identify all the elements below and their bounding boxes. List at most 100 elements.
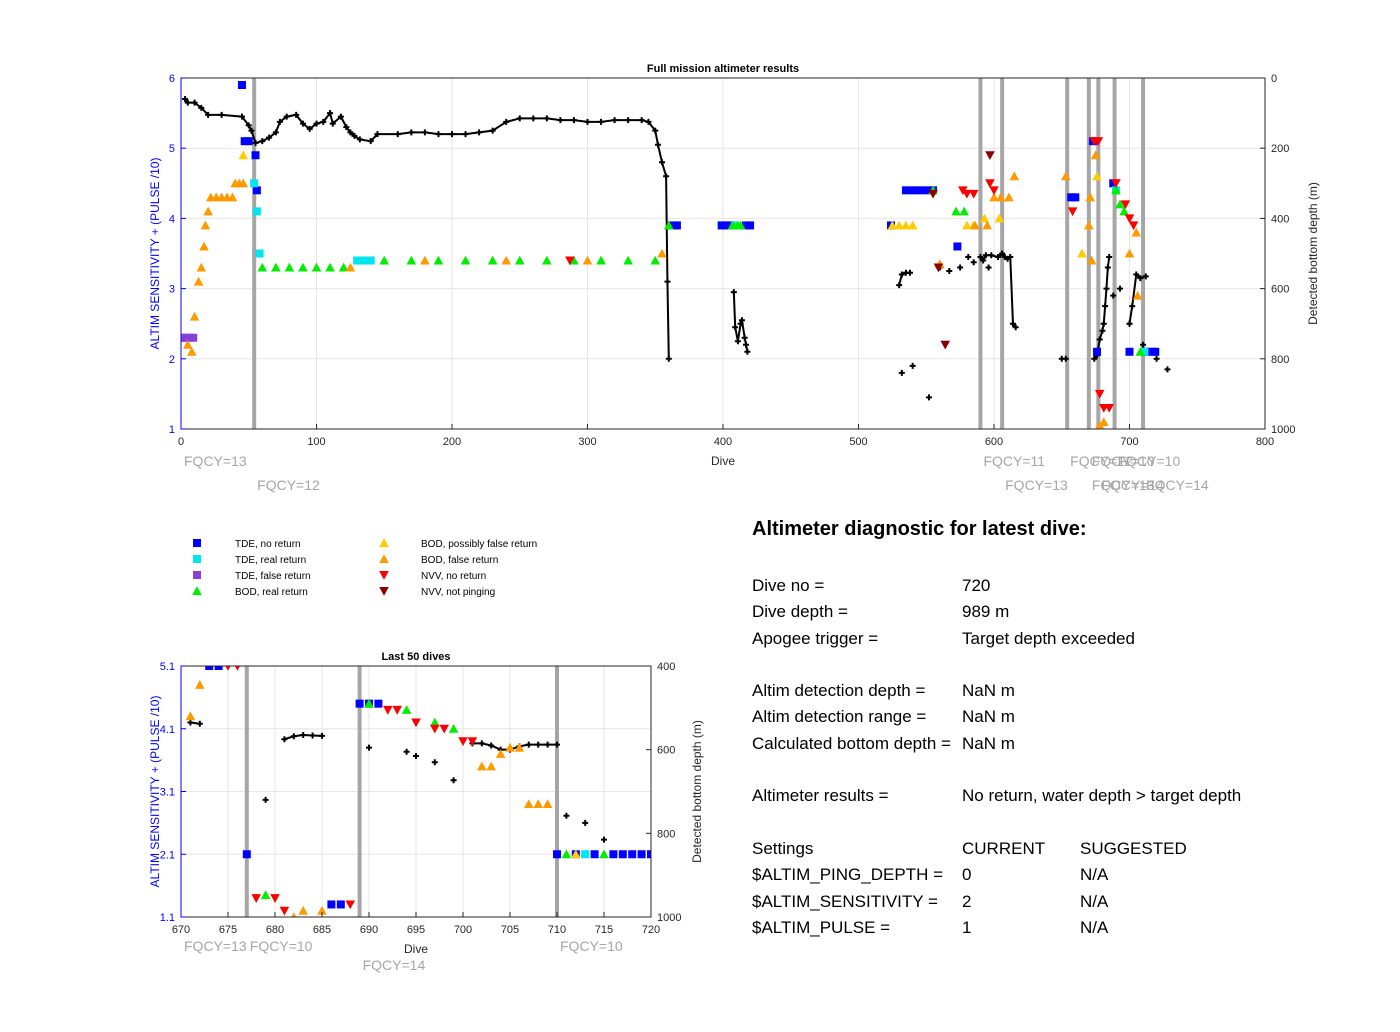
legend-item: NVV, no return [379, 571, 486, 582]
bottom-depth-point [394, 131, 401, 138]
x-tick-label: 715 [595, 924, 613, 936]
data-point [1090, 150, 1101, 160]
bottom-depth-point [503, 118, 510, 125]
legend-item: TDE, real return [193, 555, 306, 566]
bottom-depth-point [366, 744, 372, 751]
x-tick-label: 675 [219, 924, 237, 936]
data-point [1092, 171, 1102, 181]
bottom-depth-point [252, 139, 259, 146]
bottom-depth-point [664, 278, 671, 285]
data-point [915, 186, 924, 195]
data-point [193, 276, 204, 286]
data-point [234, 666, 241, 671]
series-bod-false-return [182, 150, 1143, 429]
bottom-depth-point [450, 777, 457, 784]
apogee-trigger-value: Target depth exceeded [962, 628, 1135, 648]
legend-item: BOD, false return [379, 554, 498, 566]
altimeter-results-label: Altimeter results = [752, 786, 889, 806]
bottom-depth-point [320, 118, 327, 125]
apogee-trigger-row: Apogee trigger = Target depth exceeded [752, 626, 1392, 652]
data-point [1111, 179, 1121, 189]
legend-item: NVV, not pinging [379, 587, 495, 598]
last-50-chart: 670 675 680 685 690 695 700 705 710 715 720 1.1 2.1 3… [148, 651, 704, 973]
dive-depth-row: Dive depth = 989 m [752, 599, 1392, 625]
bottom-depth-point [187, 719, 194, 726]
y-right-tick-label: 600 [657, 745, 675, 757]
data-point [205, 666, 214, 670]
bottom-depth-point [347, 129, 354, 136]
data-point [887, 220, 898, 230]
x-tick-label: 300 [578, 436, 596, 448]
data-point [199, 241, 209, 251]
data-point [618, 850, 627, 859]
legend-label: BOD, real return [235, 587, 308, 598]
data-point [731, 221, 740, 230]
data-point [721, 221, 730, 230]
data-point [189, 311, 200, 321]
bottom-depth-point [462, 131, 469, 138]
y-tick-label: 2.1 [160, 849, 175, 861]
data-point [650, 255, 661, 265]
settings-header-row: Settings CURRENT SUGGESTED [752, 836, 1392, 862]
bottom-depth-series [182, 96, 1171, 401]
data-point [1098, 417, 1109, 426]
bottom-depth-point [582, 819, 589, 826]
x-axis-label: Dive [404, 942, 428, 956]
altim-detection-depth-label: Altim detection depth = [752, 681, 926, 701]
bottom-depth-point [570, 117, 577, 124]
data-point [1111, 185, 1121, 195]
bottom-depth-point [327, 110, 334, 117]
data-point [1067, 207, 1078, 217]
bottom-depth-point [198, 104, 205, 111]
fqcy-label: FQCY=10 [1092, 453, 1155, 469]
sensitivity-label: $ALTIM_SENSITIVITY = [752, 891, 938, 911]
bottom-depth-point [403, 748, 410, 755]
diagnostic-title: Altimeter diagnostic for latest dive: [752, 518, 1087, 540]
fqcy-label: FQCY=12 [1070, 453, 1133, 469]
altimeter-results-value: No return, water depth > target depth [962, 786, 1242, 806]
data-point [664, 220, 674, 230]
bottom-depth-point [184, 99, 191, 106]
legend-marker [193, 539, 201, 547]
data-point [1132, 290, 1143, 300]
bottom-depth-point [1100, 320, 1107, 327]
bottom-depth-point [218, 111, 225, 118]
y-right-axis-label: Detected bottom depth (m) [690, 720, 704, 863]
bottom-depth-point [665, 355, 672, 362]
data-point [338, 262, 349, 272]
data-point [448, 723, 459, 733]
altimeter-diagnostic-panel: Altimeter diagnostic for latest dive: Di… [752, 518, 1392, 941]
y-right-tick-label: 400 [657, 661, 675, 673]
bottom-depth-point [367, 138, 374, 145]
bottom-depth-point [738, 317, 745, 324]
x-tick-label: 100 [307, 436, 325, 448]
data-point [336, 900, 345, 909]
bottom-depth-point [196, 720, 203, 727]
data-point [1085, 192, 1096, 202]
data-point [596, 255, 606, 265]
calculated-bottom-depth-row: Calculated bottom depth = NaN m [752, 731, 1392, 757]
ping-depth-current: 0 [962, 865, 972, 885]
ping-depth-label: $ALTIM_PING_DEPTH = [752, 865, 943, 885]
data-point [257, 262, 268, 272]
bottom-depth-point [652, 127, 659, 134]
data-point [187, 346, 197, 356]
data-point [553, 850, 561, 859]
y-right-axis-label: Detected bottom depth (m) [1306, 182, 1320, 325]
bottom-depth-point [898, 271, 905, 278]
bottom-depth-point [957, 264, 964, 271]
y-axis-label: ALTIM SENSITIVITY + (PULSE /10) [148, 158, 162, 350]
chart-title: Full mission altimeter results [647, 63, 799, 75]
dive-no-row: Dive no = 720 [752, 573, 1392, 599]
bottom-depth-line [472, 742, 557, 751]
data-point [1094, 389, 1105, 399]
data-point [182, 339, 193, 349]
data-point [225, 666, 231, 671]
data-point [907, 220, 918, 230]
data-point [486, 761, 496, 771]
bottom-depth-point [431, 759, 438, 766]
legend-item: BOD, possibly false return [379, 538, 537, 550]
data-point [250, 179, 259, 188]
data-point [668, 221, 677, 230]
data-point [374, 699, 383, 708]
